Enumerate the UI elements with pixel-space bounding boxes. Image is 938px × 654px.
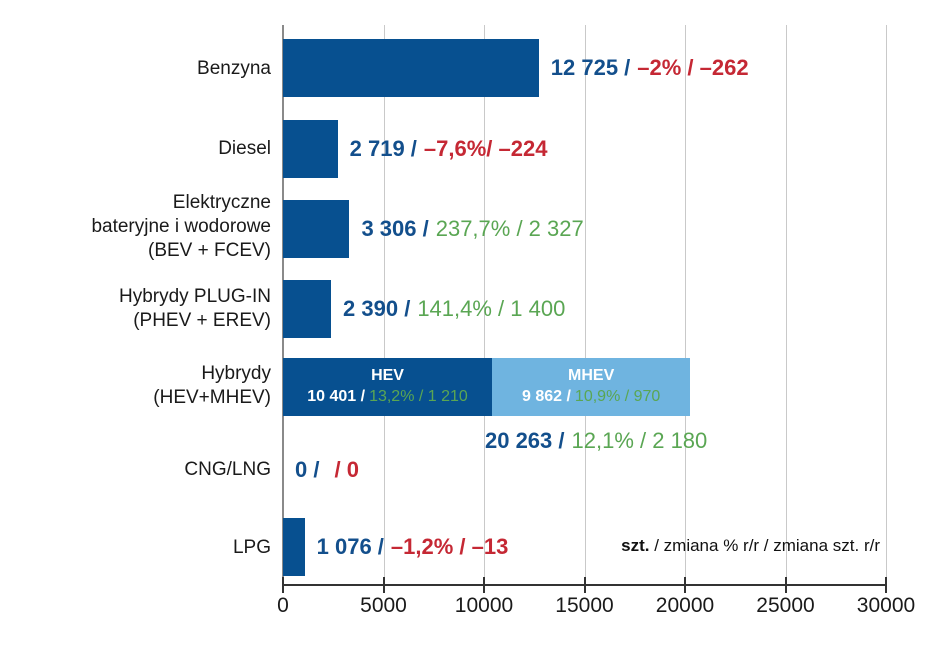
value-label-cng-lng: 0 / / 0 (295, 441, 359, 499)
value-count: 20 263 / (484, 428, 565, 453)
value-change: –1,2% / –13 (390, 534, 509, 559)
x-tick-label: 0 (277, 594, 289, 617)
value-count: 12 725 / (550, 55, 631, 80)
segment-mhev-count: 9 862 / (521, 388, 571, 405)
value-count: 1 076 / (316, 534, 384, 559)
segment-mhev-change: 10,9% / 970 (574, 388, 661, 405)
value-count: 3 306 / (361, 216, 429, 241)
bar-lpg (283, 518, 305, 576)
x-axis-tick (583, 577, 586, 593)
gridline (685, 25, 686, 584)
segment-hev-title: HEV (371, 367, 404, 385)
value-change: –2% / –262 (637, 55, 749, 80)
segment-hev-values: 10 401 /13,2% / 1 210 (307, 387, 468, 408)
value-count: 2 719 / (349, 136, 417, 161)
value-change: 237,7% / 2 327 (435, 216, 584, 241)
bar-diesel (283, 120, 338, 178)
units-legend: szt. / zmiana % r/r / zmiana szt. r/r (621, 536, 880, 556)
units-legend-rest: / zmiana % r/r / zmiana szt. r/r (649, 536, 880, 555)
value-label-diesel: 2 719 /–7,6%/ –224 (350, 120, 548, 178)
value-label-elektryczne: 3 306 /237,7% / 2 327 (361, 200, 583, 258)
category-label-elektryczne: Elektryczne bateryjne i wodorowe (BEV + … (91, 191, 271, 262)
gridline (785, 25, 787, 584)
value-label-plugin: 2 390 /141,4% / 1 400 (343, 280, 565, 338)
category-label-hybrydy: Hybrydy (HEV+MHEV) (153, 362, 271, 408)
x-tick-label: 20000 (655, 594, 715, 617)
bar-segment-hev: HEV 10 401 /13,2% / 1 210 (283, 358, 493, 416)
bar-benzyna (283, 39, 539, 97)
units-legend-bold: szt. (621, 536, 650, 555)
bar-elektryczne (283, 200, 350, 258)
plot-area: 0 5000 10000 15000 20000 25000 30000 HEV 10 40… (277, 25, 915, 617)
category-label-plugin: Hybrydy PLUG-IN (PHEV + EREV) (118, 285, 271, 331)
gridline (886, 25, 887, 584)
x-axis-tick (282, 577, 284, 593)
x-axis-tick (382, 577, 385, 593)
value-count: 2 390 / (343, 296, 411, 321)
bar-hybrydy-stacked: HEV 10 401 /13,2% / 1 210 MHEV 9 862 /10… (283, 358, 691, 416)
segment-mhev-title: MHEV (568, 367, 615, 385)
value-change: / 0 (334, 457, 359, 482)
bar-segment-mhev: MHEV 9 862 /10,9% / 970 (492, 358, 691, 416)
gridline (484, 25, 485, 584)
x-tick-label: 10000 (454, 594, 514, 617)
value-count: 0 / (295, 457, 320, 482)
gridline (383, 25, 385, 584)
segment-mhev-values: 9 862 /10,9% / 970 (522, 387, 660, 408)
x-axis-tick (684, 577, 686, 593)
segment-hev-change: 13,2% / 1 210 (369, 388, 468, 405)
category-label-cng-lng: CNG/LNG (184, 458, 271, 480)
category-label-lpg: LPG (232, 536, 271, 558)
value-label-benzyna: 12 725 /–2% / –262 (551, 39, 749, 97)
category-label-benzyna: Benzyna (197, 57, 271, 79)
x-tick-label: 30000 (856, 594, 916, 617)
value-change: –7,6%/ –224 (423, 136, 548, 161)
value-change: 12,1% / 2 180 (571, 428, 708, 453)
category-label-diesel: Diesel (218, 137, 271, 159)
value-change: 141,4% / 1 400 (417, 296, 566, 321)
x-tick-label: 25000 (756, 594, 815, 617)
value-label-lpg: 1 076 /–1,2% / –13 (317, 518, 509, 576)
x-tick-label: 5000 (360, 594, 407, 617)
value-label-hybrydy-total: 20 263 /12,1% / 2 180 (283, 424, 707, 458)
x-axis-tick (483, 577, 485, 593)
x-axis-tick (784, 577, 787, 593)
x-tick-label: 15000 (555, 594, 614, 617)
x-axis-tick (885, 577, 887, 593)
bar-plugin (283, 280, 332, 338)
segment-hev-count: 10 401 / (307, 388, 366, 405)
gridline (584, 25, 586, 584)
